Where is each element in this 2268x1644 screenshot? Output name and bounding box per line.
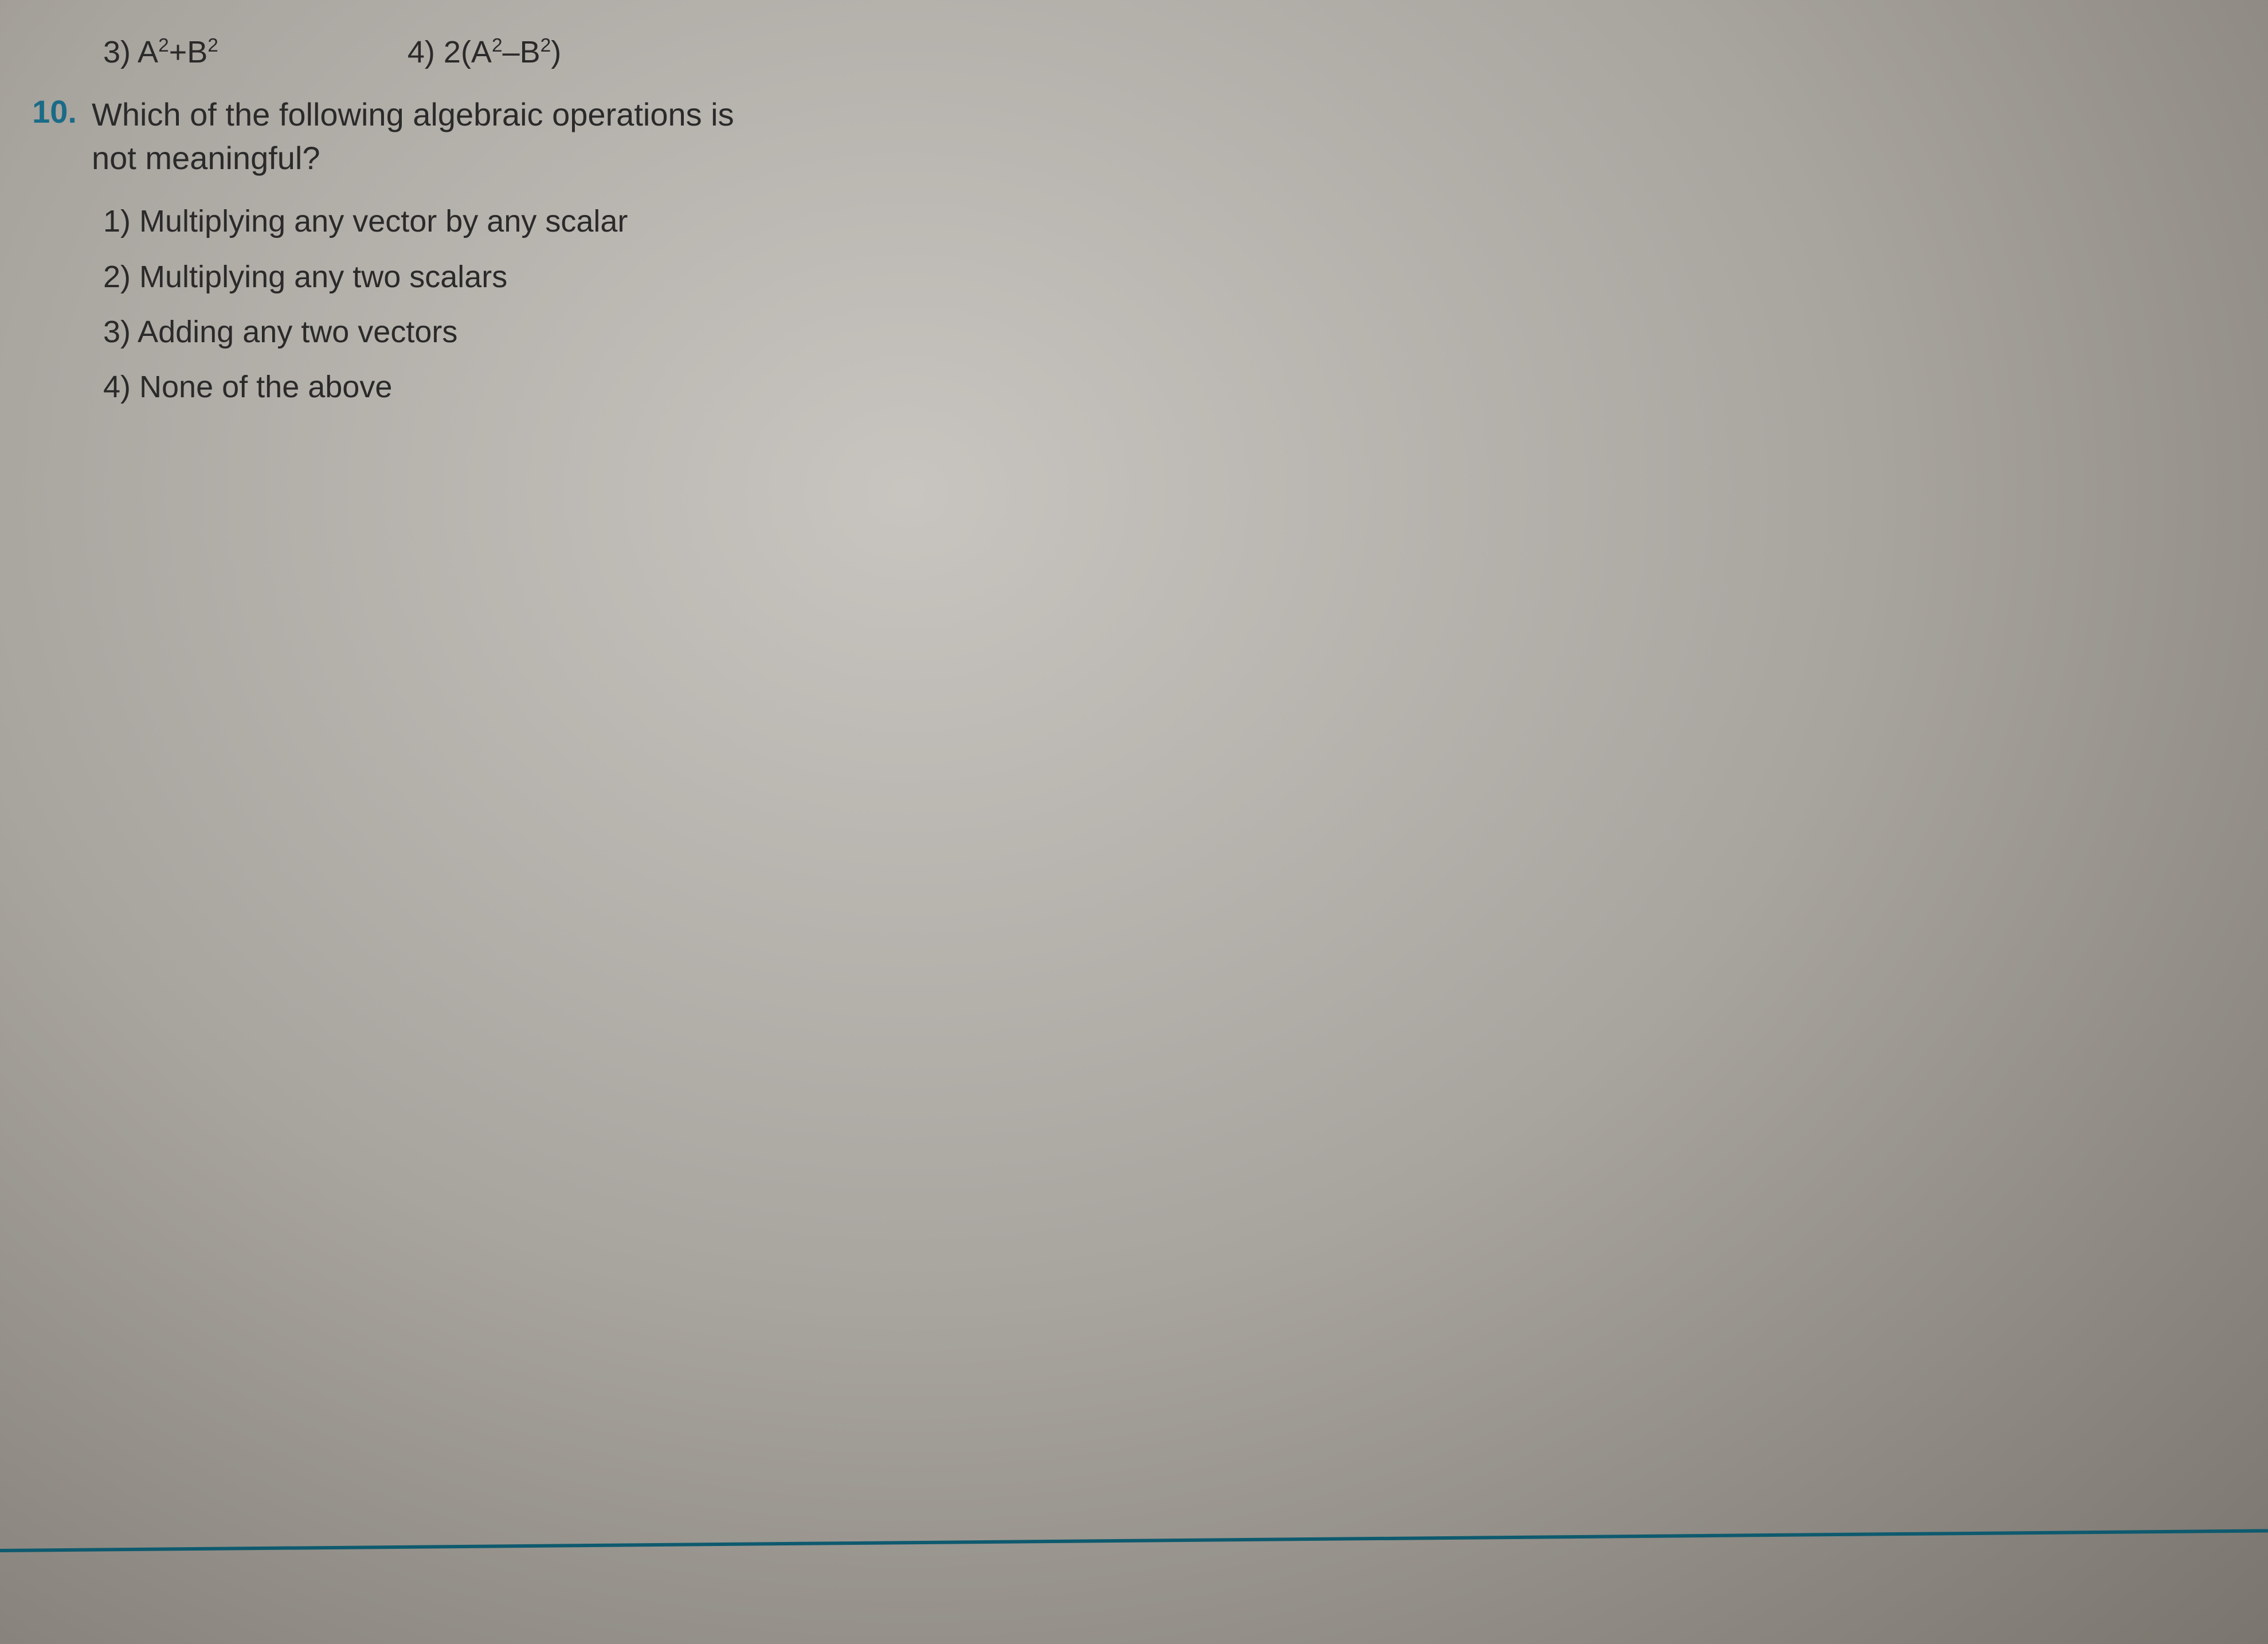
previous-question-options: 3) A2+B2 4) 2(A2–B2): [23, 34, 768, 70]
option-3-label: 3): [103, 315, 131, 349]
prev-option-4: 4) 2(A2–B2): [408, 34, 561, 70]
prev-option-3-label: 3): [103, 35, 131, 69]
option-1: 1) Multiplying any vector by any scalar: [103, 197, 768, 246]
question-options: 1) Multiplying any vector by any scalar …: [23, 197, 768, 412]
section-divider: [0, 1529, 2268, 1552]
prev-option-4-expression: 2(A2–B2): [444, 35, 561, 69]
prev-option-4-label: 4): [408, 35, 435, 69]
option-4-label: 4): [103, 370, 131, 404]
option-1-label: 1): [103, 204, 131, 238]
option-2-label: 2): [103, 260, 131, 294]
option-2: 2) Multiplying any two scalars: [103, 252, 768, 302]
page-content: 3) A2+B2 4) 2(A2–B2) 10. Which of the fo…: [23, 34, 768, 412]
option-1-text: Multiplying any vector by any scalar: [139, 204, 628, 238]
prev-option-3: 3) A2+B2: [103, 34, 218, 70]
option-4: 4) None of the above: [103, 362, 768, 412]
option-3: 3) Adding any two vectors: [103, 307, 768, 357]
option-2-text: Multiplying any two scalars: [139, 260, 507, 294]
question-number: 10.: [23, 93, 92, 130]
option-3-text: Adding any two vectors: [138, 315, 457, 349]
question-text: Which of the following algebraic operati…: [92, 93, 768, 179]
option-4-text: None of the above: [139, 370, 392, 404]
prev-option-3-expression: A2+B2: [138, 35, 218, 69]
question-10: 10. Which of the following algebraic ope…: [23, 93, 768, 179]
